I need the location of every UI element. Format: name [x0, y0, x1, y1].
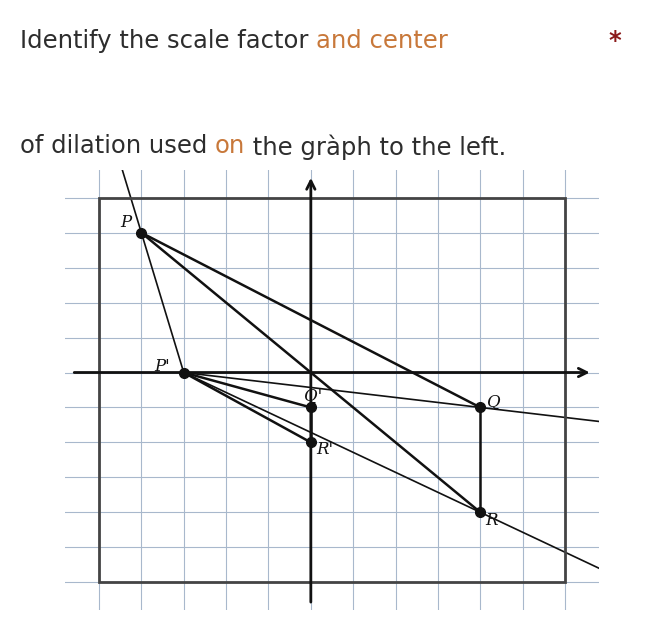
Text: Q': Q'	[305, 387, 323, 404]
Text: R': R'	[316, 440, 333, 457]
Text: and center: and center	[316, 30, 448, 53]
Text: on: on	[215, 134, 245, 158]
Text: P: P	[120, 214, 132, 231]
Text: R: R	[486, 511, 498, 528]
Text: P': P'	[154, 358, 170, 375]
Text: the gràph to the left.: the gràph to the left.	[245, 134, 506, 160]
Text: *: *	[609, 30, 622, 53]
Text: Q: Q	[487, 392, 500, 409]
Text: of dilation used: of dilation used	[20, 134, 215, 158]
Bar	[99, 198, 565, 582]
Text: Identify the scale factor: Identify the scale factor	[20, 30, 316, 53]
